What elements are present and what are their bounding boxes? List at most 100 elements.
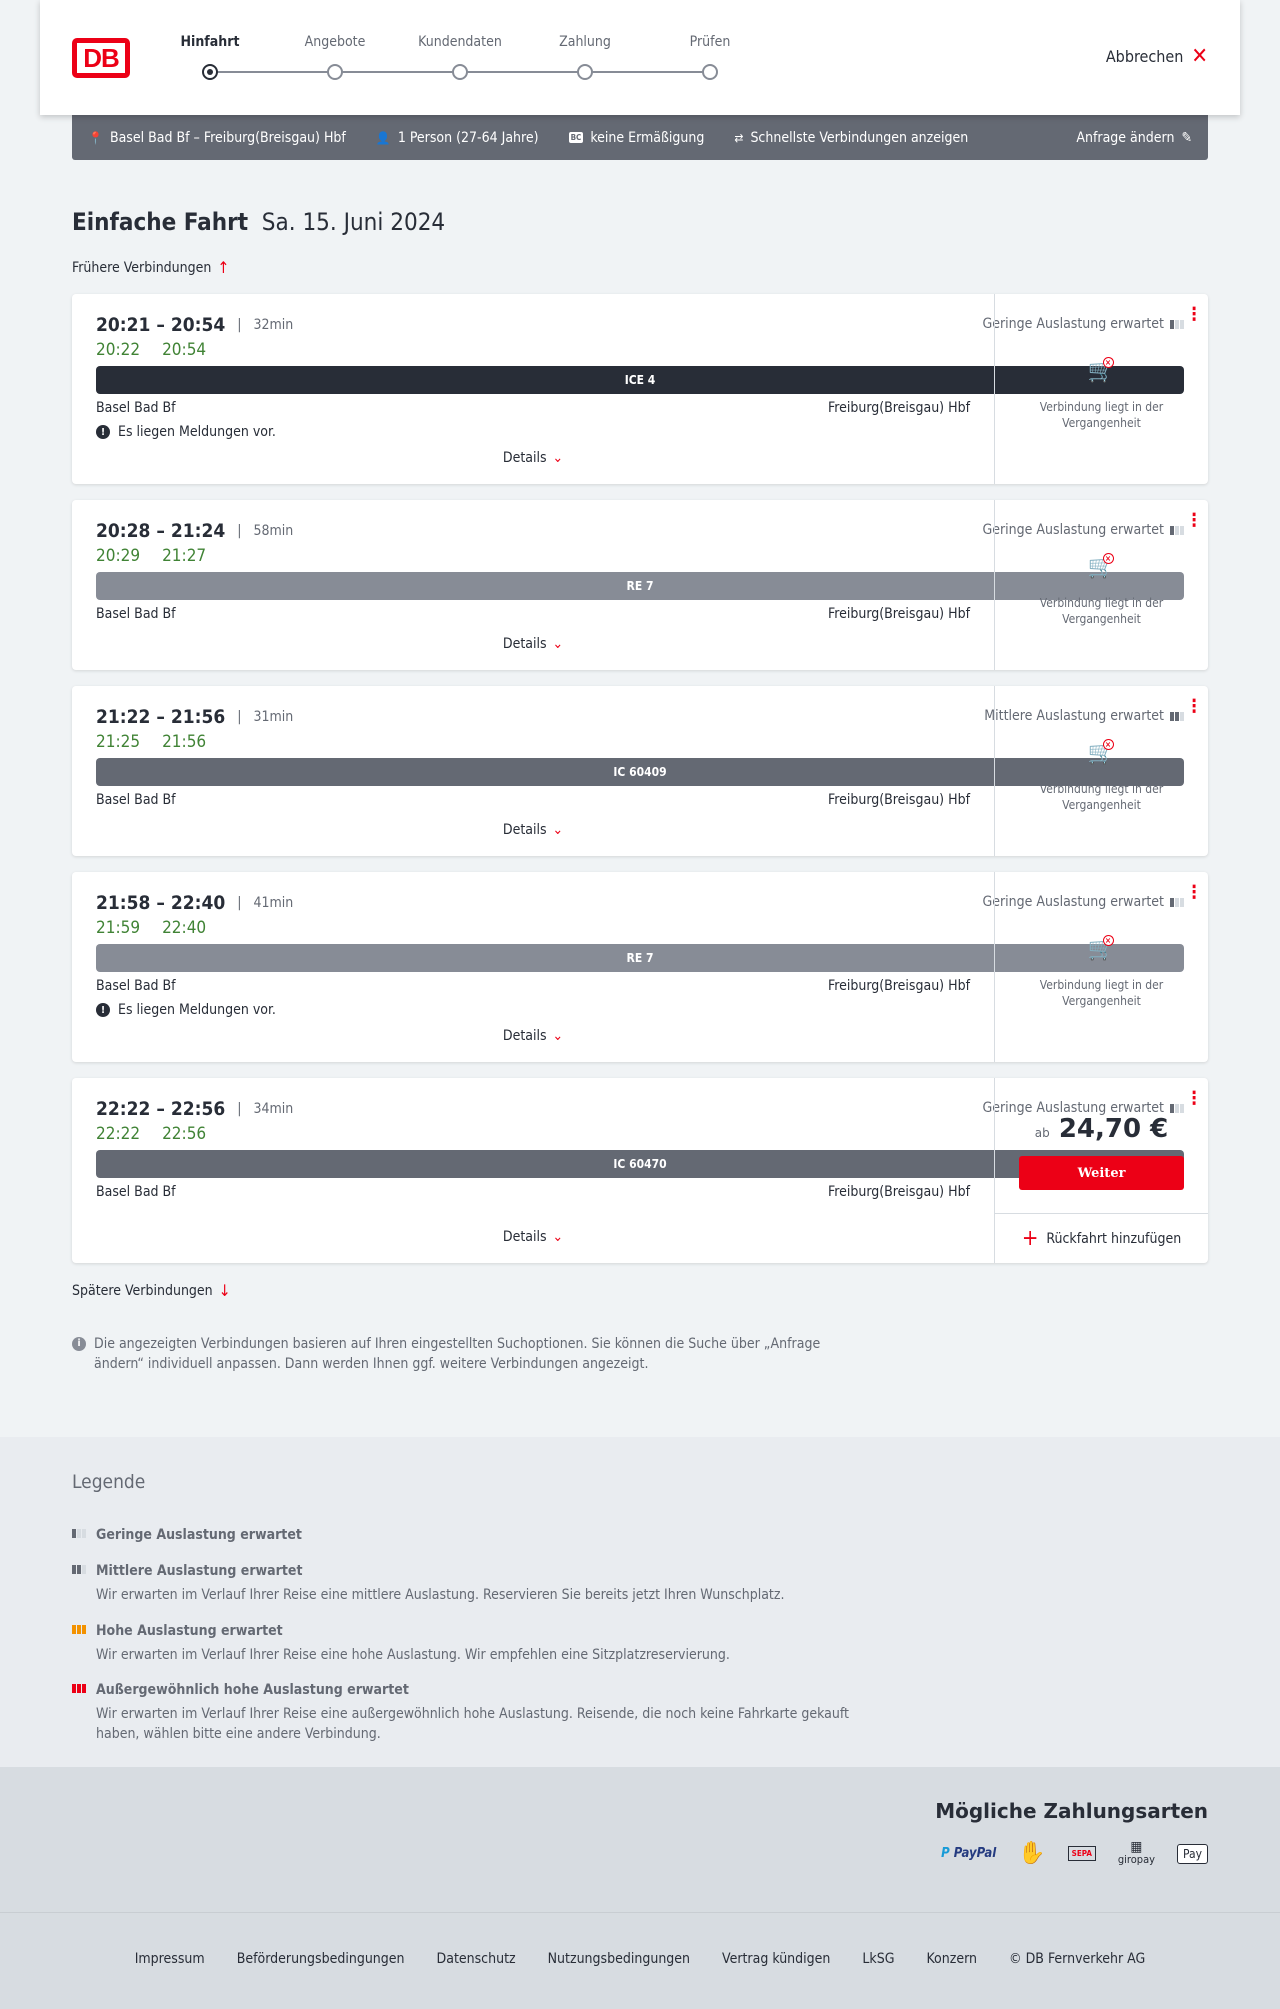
- step-label-1: Angebote: [304, 34, 366, 50]
- past-connection-note: Verbindung liegt in der Vergangenheit: [1039, 978, 1164, 1008]
- giropay-icon: ▦ giropay: [1117, 1839, 1156, 1866]
- train-bar[interactable]: ICE 4: [96, 366, 1184, 394]
- footer-link[interactable]: Konzern: [926, 1951, 977, 1967]
- db-logo[interactable]: DB: [72, 38, 130, 78]
- header: DB Hinfahrt Angebote Kundendaten Zahlung Prü…: [40, 0, 1240, 115]
- departure-station: Basel Bad Bf: [96, 1184, 176, 1200]
- occupancy-icon: [72, 1565, 86, 1574]
- connection-card: 21:22 – 21:56 | 31min 21:25 21:56 Mittlere …: [72, 686, 1208, 856]
- train-bar[interactable]: RE 7: [96, 944, 1184, 972]
- departure-station: Basel Bad Bf: [96, 792, 176, 808]
- more-options-icon[interactable]: ⋮: [1186, 1088, 1203, 1109]
- step-indicator-0: [202, 64, 218, 80]
- more-options-icon[interactable]: ⋮: [1186, 696, 1203, 717]
- occupancy-info: Mittlere Auslastung erwartet: [984, 708, 1184, 724]
- notice: ! Es liegen Meldungen vor.: [96, 424, 276, 440]
- arrival-station: Freiburg(Breisgau) Hbf: [827, 400, 970, 416]
- step-label-3: Zahlung: [559, 34, 611, 50]
- chevron-down-icon: ⌄: [552, 1229, 564, 1245]
- realtime-times: 21:25 21:56: [96, 732, 207, 752]
- connection-card: 21:58 – 22:40 | 41min 21:59 22:40 Geringe A…: [72, 872, 1208, 1062]
- chevron-down-icon: ⌄: [552, 1028, 564, 1044]
- footer-link: © DB Fernverkehr AG: [1009, 1951, 1146, 1967]
- duration: 34min: [253, 1101, 294, 1117]
- chevron-down-icon: ⌄: [552, 636, 564, 652]
- planned-times: 22:22 – 22:56 | 34min: [96, 1098, 294, 1120]
- footer-link[interactable]: Nutzungsbedingungen: [547, 1951, 691, 1967]
- departure-station: Basel Bad Bf: [96, 400, 176, 416]
- route-summary: 📍 Basel Bad Bf – Freiburg(Breisgau) Hbf: [88, 129, 346, 146]
- cart-unavailable-icon: 🛒 ×: [1087, 935, 1116, 962]
- details-toggle[interactable]: Details ⌄: [502, 1028, 564, 1044]
- details-toggle[interactable]: Details ⌄: [502, 822, 564, 838]
- realtime-times: 22:22 22:56: [96, 1124, 207, 1144]
- footer-link[interactable]: Beförderungsbedingungen: [236, 1951, 405, 1967]
- duration: 41min: [253, 895, 294, 911]
- add-return-trip-button[interactable]: + Rückfahrt hinzufügen: [995, 1213, 1208, 1263]
- train-bar[interactable]: IC 60409: [96, 758, 1184, 786]
- footer-link[interactable]: LkSG: [862, 1951, 895, 1967]
- change-query-button[interactable]: Anfrage ändern ✎: [1076, 129, 1192, 146]
- arrow-up-icon: ↑: [217, 258, 230, 277]
- later-connections-link[interactable]: Spätere Verbindungen ↓: [72, 1281, 231, 1300]
- arrow-down-icon: ↓: [218, 1281, 231, 1300]
- details-toggle[interactable]: Details ⌄: [502, 450, 564, 466]
- connection-card: 22:22 – 22:56 | 34min 22:22 22:56 Geringe A…: [72, 1078, 1208, 1263]
- past-connection-note: Verbindung liegt in der Vergangenheit: [1039, 596, 1164, 626]
- planned-times: 21:22 – 21:56 | 31min: [96, 706, 294, 728]
- train-bar[interactable]: RE 7: [96, 572, 1184, 600]
- realtime-times: 20:22 20:54: [96, 340, 207, 360]
- plus-icon: +: [1021, 1226, 1039, 1251]
- chevron-down-icon: ⌄: [552, 450, 564, 466]
- step-label-0: Hinfahrt: [180, 34, 240, 50]
- credit-card-icon: ✋: [1018, 1841, 1046, 1866]
- paypal-icon: P PayPal: [941, 1846, 997, 1861]
- train-bar[interactable]: IC 60470: [96, 1150, 1184, 1178]
- duration: 58min: [253, 523, 294, 539]
- occupancy-icon: [1170, 897, 1184, 907]
- planned-times: 20:21 – 20:54 | 32min: [96, 314, 294, 336]
- details-toggle[interactable]: Details ⌄: [502, 636, 564, 652]
- payment-methods-section: Mögliche Zahlungsarten P PayPal ✋ SEPA ▦…: [0, 1767, 1280, 1912]
- info-icon: i: [72, 1337, 86, 1351]
- arrival-station: Freiburg(Breisgau) Hbf: [827, 1184, 970, 1200]
- arrival-station: Freiburg(Breisgau) Hbf: [827, 792, 970, 808]
- more-options-icon[interactable]: ⋮: [1186, 882, 1203, 903]
- connection-card: 20:21 – 20:54 | 32min 20:22 20:54 Geringe A…: [72, 294, 1208, 484]
- query-summary-bar: 📍 Basel Bad Bf – Freiburg(Breisgau) Hbf 👤…: [72, 115, 1208, 160]
- cancel-button[interactable]: Abbrechen ✕: [1105, 43, 1208, 69]
- sepa-icon: SEPA: [1067, 1846, 1096, 1861]
- arrival-station: Freiburg(Breisgau) Hbf: [827, 606, 970, 622]
- occupancy-icon: [72, 1529, 86, 1538]
- step-indicator-1: [327, 64, 343, 80]
- step-indicator-4: [702, 64, 718, 80]
- continue-button[interactable]: Weiter: [1019, 1156, 1184, 1190]
- step-label-4: Prüfen: [689, 34, 731, 50]
- offer-panel: ⋮ ab 24,70 € Weiter + Rückfahrt hinzufügen: [994, 1078, 1208, 1263]
- past-connection-note: Verbindung liegt in der Vergangenheit: [1039, 782, 1164, 812]
- occupancy-icon: [1170, 711, 1184, 721]
- cart-unavailable-icon: 🛒 ×: [1087, 357, 1116, 384]
- details-toggle[interactable]: Details ⌄: [502, 1229, 564, 1245]
- occupancy-icon: [72, 1684, 86, 1693]
- apple-pay-icon: Pay: [1177, 1843, 1208, 1864]
- duration: 31min: [253, 709, 294, 725]
- more-options-icon[interactable]: ⋮: [1186, 510, 1203, 531]
- arrival-station: Freiburg(Breisgau) Hbf: [827, 978, 970, 994]
- search-option-summary: ⇄ Schnellste Verbindungen anzeigen: [734, 129, 969, 146]
- search-info-note: i Die angezeigten Verbindungen basieren a…: [72, 1334, 852, 1374]
- more-options-icon[interactable]: ⋮: [1186, 304, 1203, 325]
- legend-item: Geringe Auslastung erwartet: [72, 1527, 872, 1543]
- realtime-times: 20:29 21:27: [96, 546, 207, 566]
- passenger-summary: 👤 1 Person (27-64 Jahre): [375, 129, 539, 146]
- connection-card: 20:28 – 21:24 | 58min 20:29 21:27 Geringe A…: [72, 500, 1208, 670]
- occupancy-icon: [1170, 1103, 1184, 1113]
- footer-link[interactable]: Vertrag kündigen: [722, 1951, 831, 1967]
- footer-link[interactable]: Impressum: [134, 1951, 205, 1967]
- realtime-times: 21:59 22:40: [96, 918, 207, 938]
- earlier-connections-link[interactable]: Frühere Verbindungen ↑: [72, 258, 230, 277]
- footer-link[interactable]: Datenschutz: [436, 1951, 516, 1967]
- occupancy-info: Geringe Auslastung erwartet: [982, 522, 1184, 538]
- alert-icon: !: [96, 425, 110, 439]
- cart-unavailable-icon: 🛒 ×: [1087, 553, 1116, 580]
